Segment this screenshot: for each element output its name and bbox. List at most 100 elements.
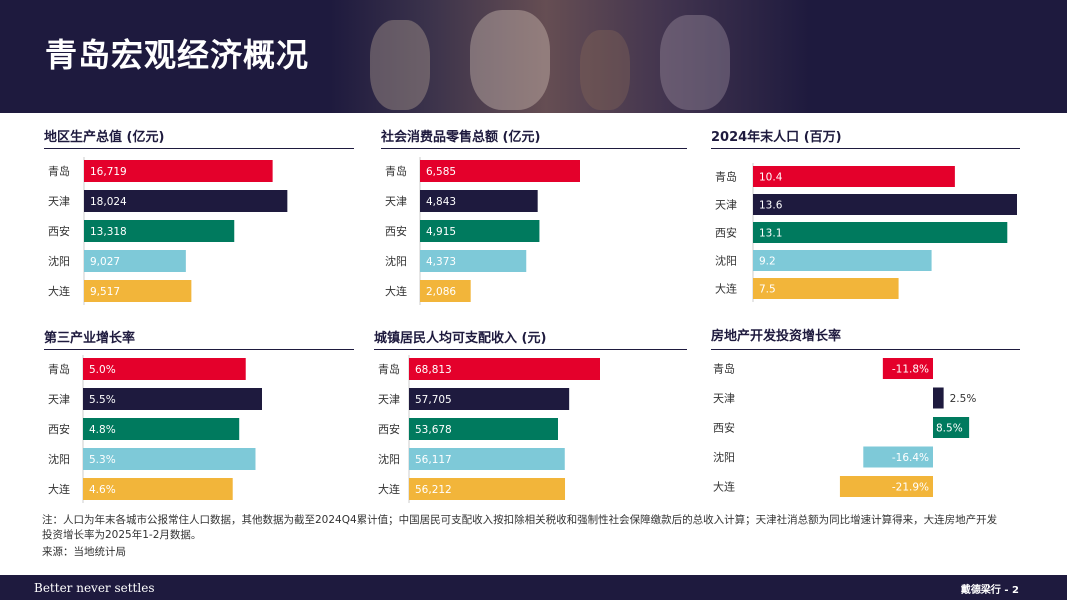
bar-qingdao bbox=[409, 358, 600, 380]
value-label-qingdao: 16,719 bbox=[90, 166, 127, 178]
bar-tianjin bbox=[83, 388, 262, 410]
bar-shenyang bbox=[84, 250, 186, 272]
value-label-shenyang: 5.3% bbox=[89, 454, 116, 466]
category-label-qingdao: 青岛 bbox=[385, 164, 407, 178]
category-label-dalian: 大连 bbox=[715, 282, 737, 296]
bar-qingdao bbox=[882, 358, 933, 379]
bar-tianjin bbox=[84, 190, 288, 212]
footnote: 注：人口为年末各城市公报常住人口数据，其他数据为截至2024Q4累计值；中国居民… bbox=[42, 514, 998, 541]
bar-shenyang bbox=[753, 250, 932, 271]
value-label-dalian: 7.5 bbox=[759, 284, 776, 296]
panel-title-population: 2024年末人口 (百万) bbox=[711, 130, 842, 145]
bar-shenyang bbox=[863, 446, 933, 468]
panel-title-income: 城镇居民人均可支配收入 (元) bbox=[374, 331, 547, 346]
value-label-xian: 53,678 bbox=[415, 424, 452, 436]
category-label-tianjin: 天津 bbox=[713, 392, 735, 405]
bar-dalian bbox=[84, 280, 192, 302]
value-label-qingdao: 10.4 bbox=[759, 172, 783, 184]
category-label-tianjin: 天津 bbox=[48, 393, 70, 406]
category-label-tianjin: 天津 bbox=[48, 195, 70, 208]
value-label-qingdao: 6,585 bbox=[426, 166, 456, 178]
panel-title-retail: 社会消费品零售总额 (亿元) bbox=[381, 130, 541, 145]
chart-realestate: 青岛 -11.8% 天津 2.5% 西安 8.5% 沈阳 -16.4% 大连 -21.9% bbox=[713, 358, 976, 497]
value-label-shenyang: 9,027 bbox=[90, 256, 120, 268]
category-label-shenyang: 沈阳 bbox=[48, 254, 70, 268]
value-label-shenyang: 4,373 bbox=[426, 256, 456, 268]
panel-population: 2024年末人口 (百万) 青岛 10.4 天津 13.6 西安 13.1 沈阳 9.2 大连 7… bbox=[711, 126, 1020, 306]
footer-slogan: Better never settles bbox=[34, 581, 155, 595]
bar-tianjin bbox=[409, 388, 570, 410]
bar-dalian bbox=[753, 278, 899, 299]
panel-rule bbox=[711, 349, 1020, 350]
bar-tianjin bbox=[753, 194, 1017, 215]
category-label-qingdao: 青岛 bbox=[715, 170, 737, 184]
value-label-dalian: -21.9% bbox=[892, 482, 929, 494]
panel-tertiary: 第三产业增长率 青岛 5.0% 天津 5.5% 西安 4.8% 沈阳 5.3% 大连 4.6% bbox=[44, 327, 354, 507]
category-label-qingdao: 青岛 bbox=[48, 362, 70, 376]
value-label-xian: 4,915 bbox=[426, 226, 456, 238]
value-label-shenyang: 9.2 bbox=[759, 256, 776, 268]
value-label-xian: 4.8% bbox=[89, 424, 116, 436]
category-label-xian: 西安 bbox=[713, 421, 735, 435]
panel-title-realestate: 房地产开发投资增长率 bbox=[711, 329, 842, 344]
category-label-shenyang: 沈阳 bbox=[713, 450, 735, 464]
category-label-qingdao: 青岛 bbox=[713, 362, 735, 376]
category-label-shenyang: 沈阳 bbox=[48, 452, 70, 466]
header-banner: 青岛宏观经济概况 bbox=[0, 0, 1067, 113]
category-label-shenyang: 沈阳 bbox=[385, 254, 407, 268]
bar-xian bbox=[84, 220, 235, 242]
value-label-tianjin: 13.6 bbox=[759, 200, 783, 212]
value-label-dalian: 4.6% bbox=[89, 484, 116, 496]
panel-title-gdp: 地区生产总值 (亿元) bbox=[44, 130, 165, 145]
panel-rule bbox=[44, 349, 354, 350]
category-label-shenyang: 沈阳 bbox=[715, 254, 737, 268]
page-title: 青岛宏观经济概况 bbox=[45, 36, 310, 74]
bar-xian bbox=[753, 222, 1008, 243]
bar-tianjin bbox=[420, 190, 538, 212]
category-label-dalian: 大连 bbox=[48, 284, 70, 298]
value-label-dalian: 2,086 bbox=[426, 286, 456, 298]
value-label-tianjin: 57,705 bbox=[415, 394, 452, 406]
category-label-qingdao: 青岛 bbox=[378, 362, 400, 376]
bar-tianjin bbox=[933, 387, 944, 409]
category-label-xian: 西安 bbox=[48, 422, 70, 436]
panel-retail: 社会消费品零售总额 (亿元) 青岛 6,585 天津 4,843 西安 4,915 沈阳 4,… bbox=[381, 126, 687, 306]
category-label-xian: 西安 bbox=[378, 422, 400, 436]
panel-gdp: 地区生产总值 (亿元) 青岛 16,719 天津 18,024 西安 13,318 沈阳 9,… bbox=[44, 126, 354, 306]
chart-gdp: 青岛 16,719 天津 18,024 西安 13,318 沈阳 9,027 大连 9,517 bbox=[48, 157, 288, 305]
bar-xian bbox=[420, 220, 540, 242]
value-label-dalian: 56,212 bbox=[415, 484, 452, 496]
category-label-shenyang: 沈阳 bbox=[378, 452, 400, 466]
value-label-xian: 13,318 bbox=[90, 226, 127, 238]
panel-rule bbox=[374, 349, 687, 350]
category-label-xian: 西安 bbox=[385, 224, 407, 238]
category-label-dalian: 大连 bbox=[378, 482, 400, 496]
value-label-tianjin: 18,024 bbox=[90, 196, 127, 208]
panel-realestate: 房地产开发投资增长率 青岛 -11.8% 天津 2.5% 西安 8.5% 沈阳 -16.4% 大… bbox=[711, 325, 1020, 505]
panel-rule bbox=[711, 148, 1020, 149]
category-label-xian: 西安 bbox=[715, 226, 737, 240]
category-label-tianjin: 天津 bbox=[385, 195, 407, 208]
value-label-xian: 8.5% bbox=[936, 423, 963, 435]
bar-dalian bbox=[420, 280, 471, 302]
bar-dalian bbox=[839, 476, 933, 497]
bar-qingdao bbox=[420, 160, 580, 182]
bar-dalian bbox=[409, 478, 566, 500]
chart-tertiary: 青岛 5.0% 天津 5.5% 西安 4.8% 沈阳 5.3% 大连 4.6% bbox=[48, 355, 262, 503]
category-label-dalian: 大连 bbox=[713, 480, 735, 494]
value-label-dalian: 9,517 bbox=[90, 286, 120, 298]
chart-income: 青岛 68,813 天津 57,705 西安 53,678 沈阳 56,117 大连 56,212 bbox=[378, 355, 600, 503]
category-label-tianjin: 天津 bbox=[378, 393, 400, 406]
value-label-qingdao: -11.8% bbox=[892, 364, 929, 376]
bar-xian bbox=[409, 418, 558, 440]
panel-income: 城镇居民人均可支配收入 (元) 青岛 68,813 天津 57,705 西安 53,678… bbox=[374, 327, 687, 507]
footer-bar: Better never settles 戴德梁行 - 2 bbox=[0, 575, 1067, 600]
category-label-xian: 西安 bbox=[48, 224, 70, 238]
bar-qingdao bbox=[84, 160, 273, 182]
value-label-qingdao: 68,813 bbox=[415, 364, 452, 376]
value-label-shenyang: 56,117 bbox=[415, 454, 452, 466]
source-note: 来源：当地统计局 bbox=[42, 546, 126, 558]
bar-dalian bbox=[83, 478, 233, 500]
footer-brand: 戴德梁行 - 2 bbox=[960, 585, 1019, 596]
panel-title-tertiary: 第三产业增长率 bbox=[44, 331, 136, 346]
